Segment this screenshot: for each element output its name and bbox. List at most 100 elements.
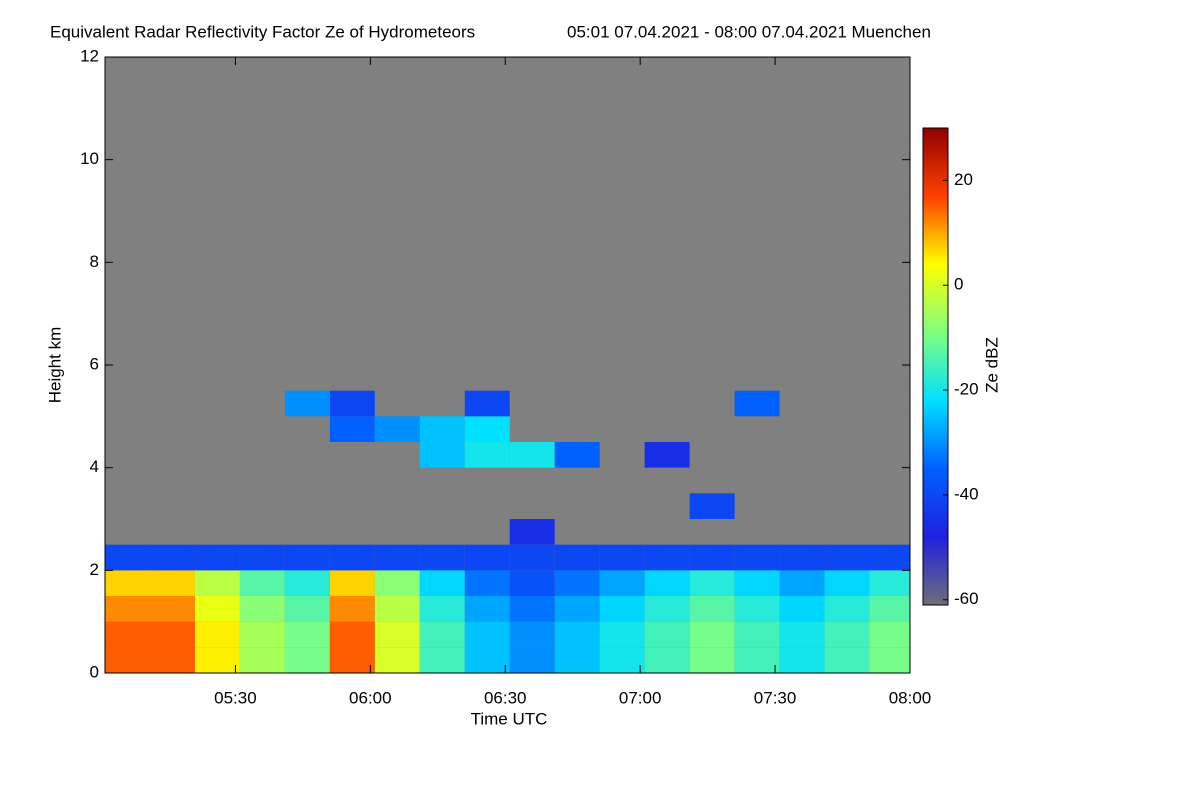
heatmap-cell (194, 647, 240, 673)
heatmap-cell (869, 596, 910, 622)
heatmap-cell (239, 544, 285, 571)
heatmap-cell (329, 621, 375, 648)
heatmap-cell (689, 647, 735, 673)
heatmap-cell (464, 570, 510, 596)
x-axis-label: Time UTC (471, 709, 548, 728)
heatmap-cell (824, 544, 870, 571)
heatmap-cell (329, 390, 375, 417)
heatmap-cell (149, 596, 195, 622)
heatmap-cell (419, 442, 465, 468)
colorbar-tick-label: -20 (954, 380, 979, 399)
heatmap-cell (284, 596, 330, 622)
heatmap-cell (419, 621, 465, 648)
heatmap-cell (239, 647, 285, 673)
heatmap-cell (869, 570, 910, 596)
heatmap-cell (734, 390, 780, 417)
heatmap-cell (509, 442, 555, 468)
y-axis-label: Height km (45, 327, 64, 404)
heatmap-cell (194, 570, 240, 596)
heatmap-cell (149, 570, 195, 596)
heatmap-cell (419, 544, 465, 571)
heatmap-cell (599, 570, 645, 596)
heatmap-cell (239, 621, 285, 648)
x-tick-label: 08:00 (889, 688, 932, 707)
heatmap-cell (374, 416, 420, 442)
heatmap-cell (239, 596, 285, 622)
chart-title: Equivalent Radar Reflectivity Factor Ze … (50, 22, 475, 41)
heatmap-cell (779, 621, 825, 648)
heatmap-cell (554, 544, 600, 571)
heatmap-cell (599, 647, 645, 673)
heatmap-cell (105, 621, 150, 648)
colorbar-tick-label: -60 (954, 589, 979, 608)
heatmap-cell (329, 416, 375, 442)
heatmap-cell (149, 544, 195, 571)
heatmap-cell (374, 621, 420, 648)
heatmap-cell (869, 544, 910, 571)
heatmap-cell (105, 596, 150, 622)
colorbar-tick-label: 0 (954, 275, 963, 294)
heatmap-cell (464, 621, 510, 648)
heatmap-cell (105, 570, 150, 596)
heatmap-cell (599, 621, 645, 648)
heatmap-cell (554, 442, 600, 468)
heatmap-cell (464, 544, 510, 571)
heatmap-cell (689, 570, 735, 596)
heatmap-cell (329, 647, 375, 673)
heatmap-cell (194, 621, 240, 648)
heatmap-cell (464, 390, 510, 417)
colorbar-tick-label: 20 (954, 170, 973, 189)
x-tick-label: 07:00 (619, 688, 662, 707)
heatmap-cell (464, 647, 510, 673)
heatmap-cell (554, 570, 600, 596)
heatmap-cell (824, 570, 870, 596)
heatmap-cell (284, 621, 330, 648)
heatmap-cell (734, 544, 780, 571)
heatmap-cell (329, 570, 375, 596)
heatmap-cell (509, 544, 555, 571)
colorbar (922, 127, 949, 606)
heatmap-cell (284, 544, 330, 571)
heatmap-cell (329, 596, 375, 622)
heatmap-cell (284, 647, 330, 673)
heatmap-cell (779, 570, 825, 596)
heatmap-cell (374, 596, 420, 622)
x-tick-label: 06:30 (484, 688, 527, 707)
heatmap-cell (554, 596, 600, 622)
heatmap-cell (824, 621, 870, 648)
heatmap-cell (644, 621, 690, 648)
heatmap-cell (194, 544, 240, 571)
heatmap-cell (419, 570, 465, 596)
heatmap-cell (284, 570, 330, 596)
heatmap-cell (194, 596, 240, 622)
y-tick-label: 10 (80, 149, 99, 168)
heatmap-cell (824, 596, 870, 622)
x-tick-label: 07:30 (754, 688, 797, 707)
heatmap-cell (509, 621, 555, 648)
heatmap-cell (554, 647, 600, 673)
heatmap-cell (824, 647, 870, 673)
y-tick-label: 0 (90, 662, 99, 681)
heatmap-cell (554, 621, 600, 648)
heatmap-cell (374, 544, 420, 571)
heatmap-cell (734, 647, 780, 673)
heatmap-cell (509, 519, 555, 545)
chart-subtitle: 05:01 07.04.2021 - 08:00 07.04.2021 Muen… (567, 22, 931, 41)
heatmap-cell (734, 621, 780, 648)
heatmap-cell (509, 570, 555, 596)
heatmap-cell (689, 621, 735, 648)
heatmap-cell (689, 493, 735, 519)
heatmap-cell (644, 647, 690, 673)
heatmap-cell (734, 570, 780, 596)
heatmap-cell (869, 647, 910, 673)
heatmap-cell (374, 570, 420, 596)
heatmap-cell (419, 596, 465, 622)
heatmap-cell (105, 647, 150, 673)
heatmap-cell (464, 442, 510, 468)
heatmap-cell (779, 647, 825, 673)
heatmap-cell (329, 544, 375, 571)
heatmap-cell (689, 596, 735, 622)
heatmap-cell (149, 621, 195, 648)
heatmap-cell (239, 570, 285, 596)
heatmap-cell (644, 570, 690, 596)
